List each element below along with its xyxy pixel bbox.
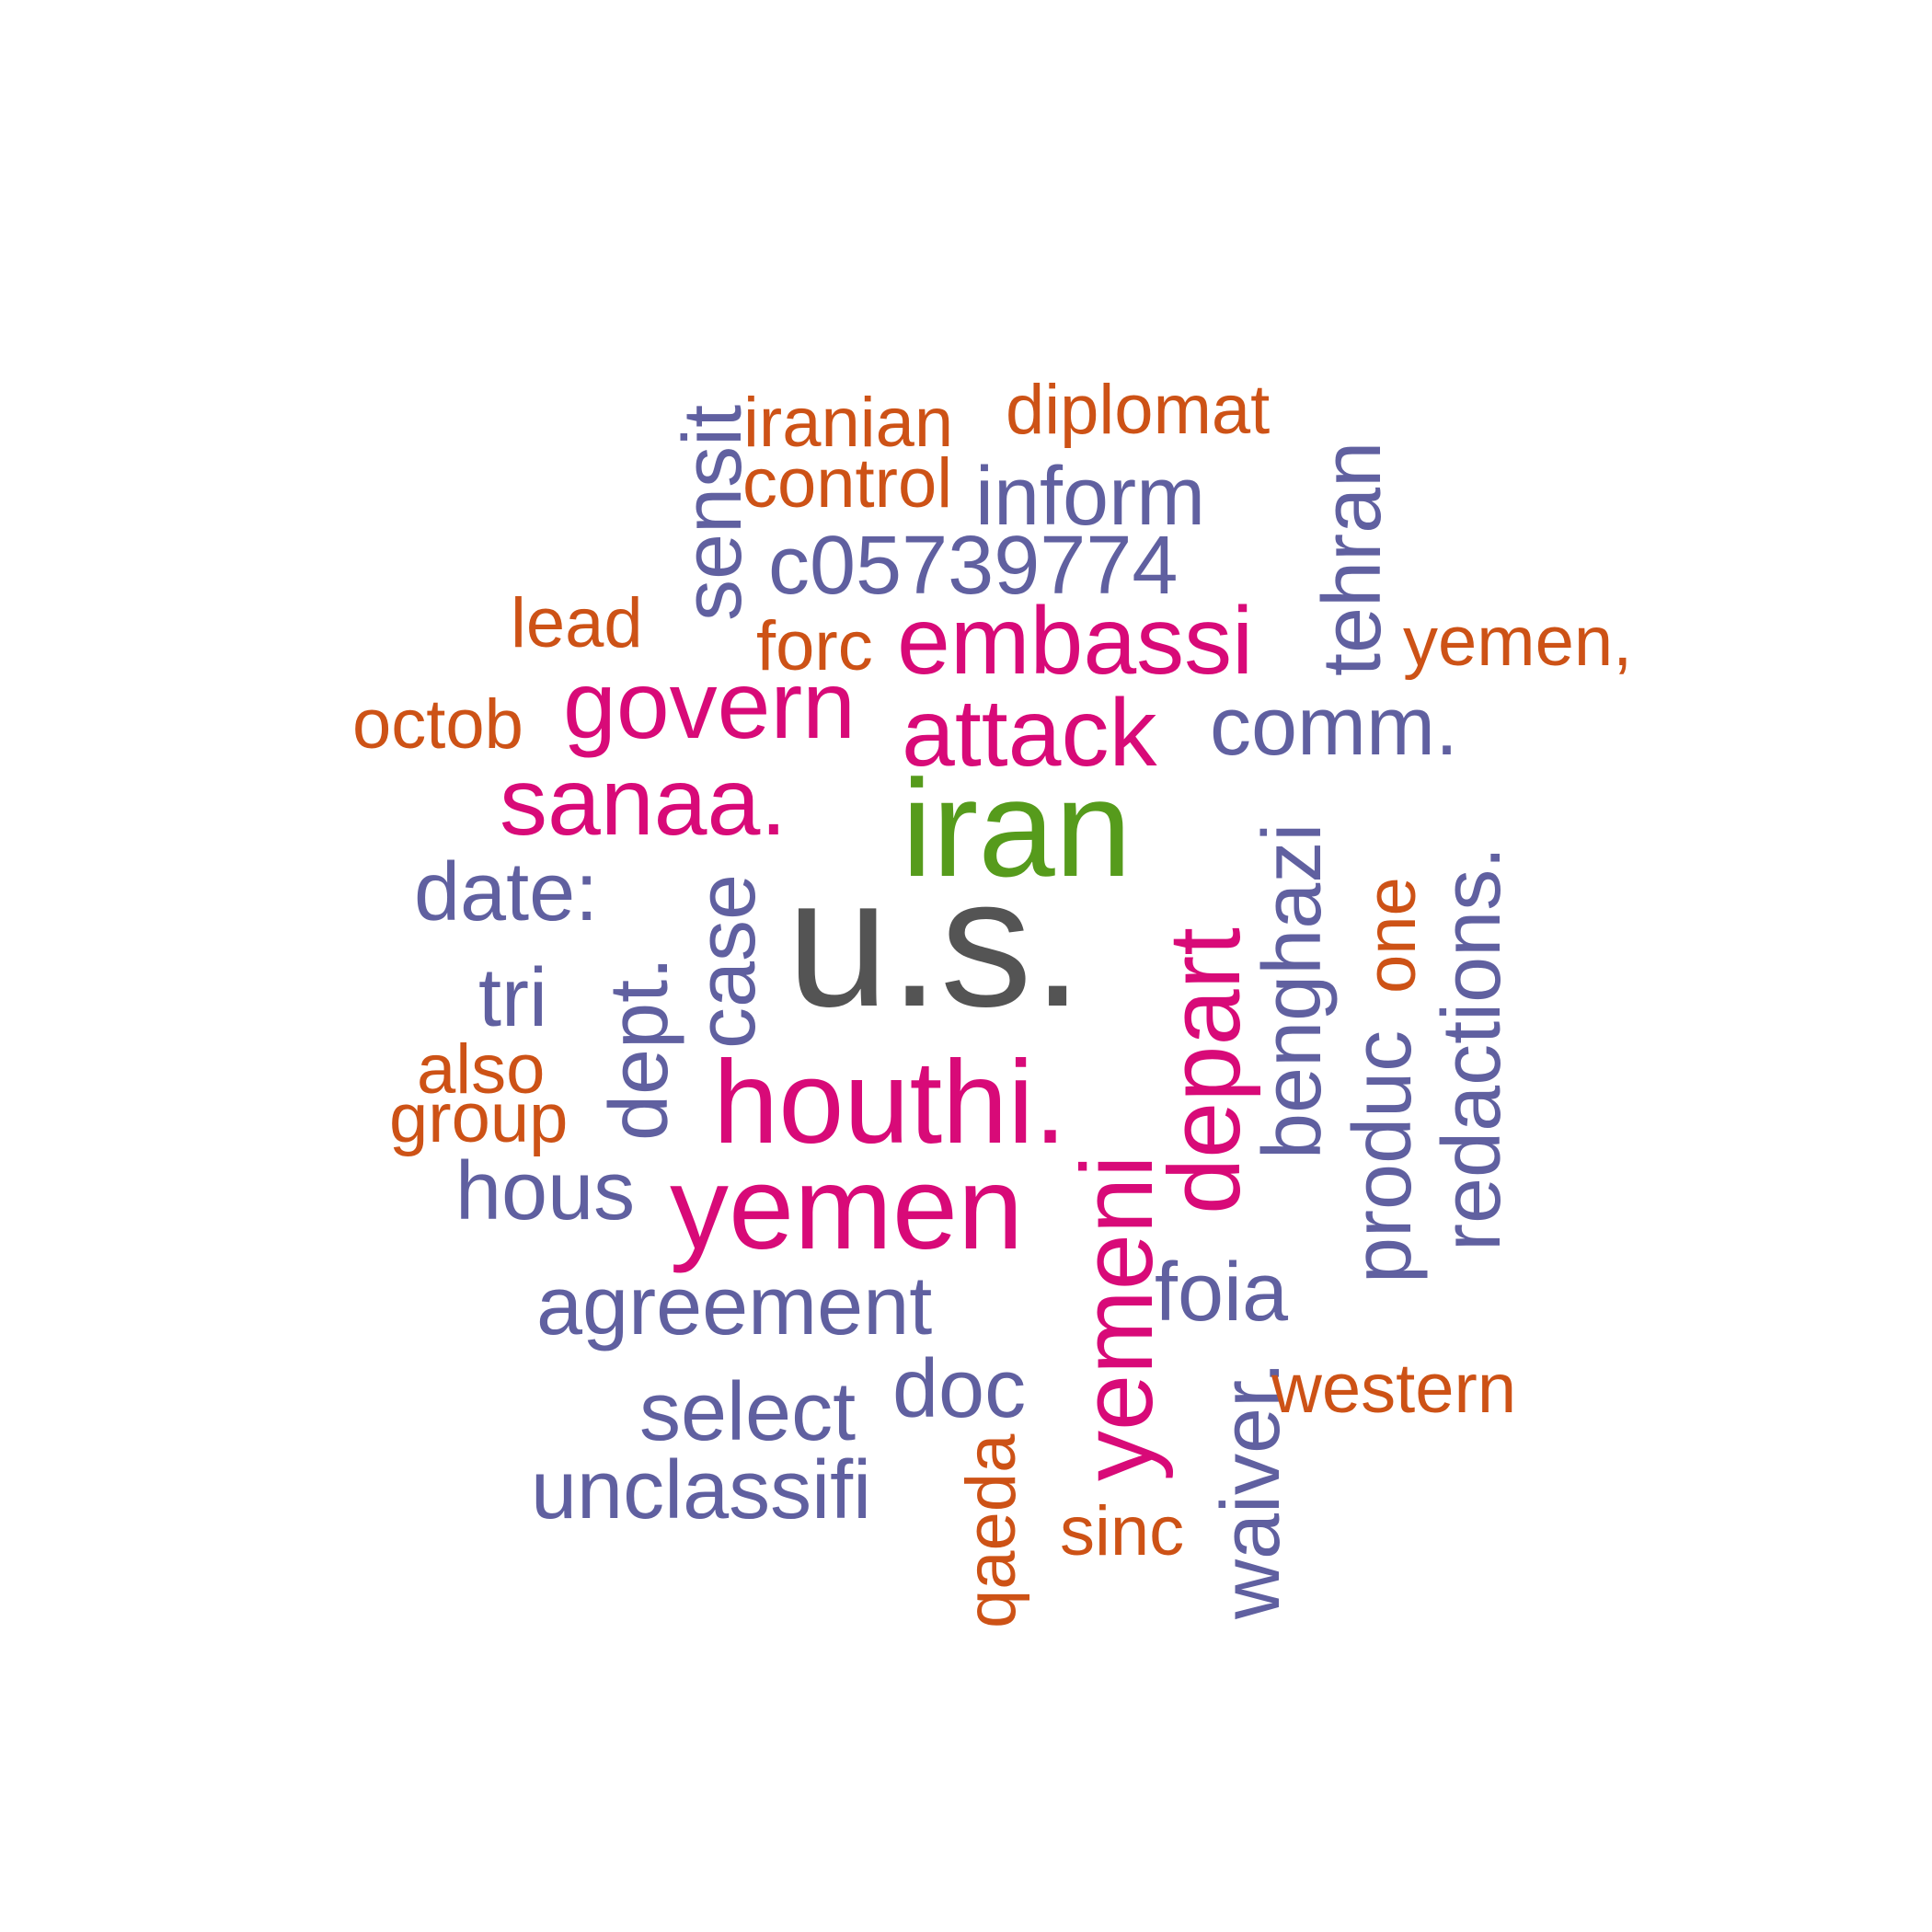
word-one: one [1352, 877, 1431, 994]
word-western: western [1271, 1350, 1517, 1428]
word-depart: depart [1148, 927, 1261, 1214]
word-redactions: redactions. [1426, 845, 1518, 1251]
word-qaeda: qaeda [952, 1433, 1030, 1628]
word-iran: iran [902, 751, 1133, 905]
word-govern: govern [563, 652, 856, 759]
word-doc: doc [892, 1343, 1027, 1435]
word-group: group [389, 1079, 569, 1157]
word-embassi: embassi [897, 588, 1254, 695]
word-octob: octob [352, 685, 523, 764]
word-agreement: agreement [536, 1260, 933, 1352]
word-tehran: tehran [1306, 441, 1398, 676]
word-control: control [742, 444, 953, 523]
word-produc: produc [1337, 1029, 1429, 1283]
word-select: select [639, 1366, 857, 1458]
word-also: also [417, 1030, 546, 1109]
word-unclassifi: unclassifi [531, 1444, 872, 1536]
word-forc: forc [756, 607, 873, 685]
word-inform: inform [975, 451, 1206, 543]
word-houthi: houthi. [713, 1037, 1067, 1168]
word-foia: foia [1155, 1247, 1289, 1339]
word-sanaa: sanaa. [500, 749, 788, 856]
word-case: case [681, 873, 773, 1049]
word-iranian: iranian [743, 384, 954, 462]
word-us: u.s. [787, 840, 1084, 1045]
word-date: date: [414, 846, 599, 938]
word-sinc: sinc [1060, 1492, 1185, 1570]
word-benghazi: benghazi [1247, 822, 1339, 1159]
word-yemen: yemen [670, 1143, 1024, 1274]
word-c05739774: c05739774 [768, 520, 1179, 612]
word-lead: lead [511, 584, 643, 662]
word-yemen-comma: yemen, [1403, 603, 1633, 681]
word-diplomat: diplomat [1006, 371, 1271, 449]
word-dept: dept. [593, 956, 685, 1141]
word-comm: comm. [1210, 681, 1458, 773]
word-attack: attack [902, 680, 1157, 787]
word-tri: tri [478, 952, 547, 1044]
word-hous: hous [455, 1145, 636, 1237]
